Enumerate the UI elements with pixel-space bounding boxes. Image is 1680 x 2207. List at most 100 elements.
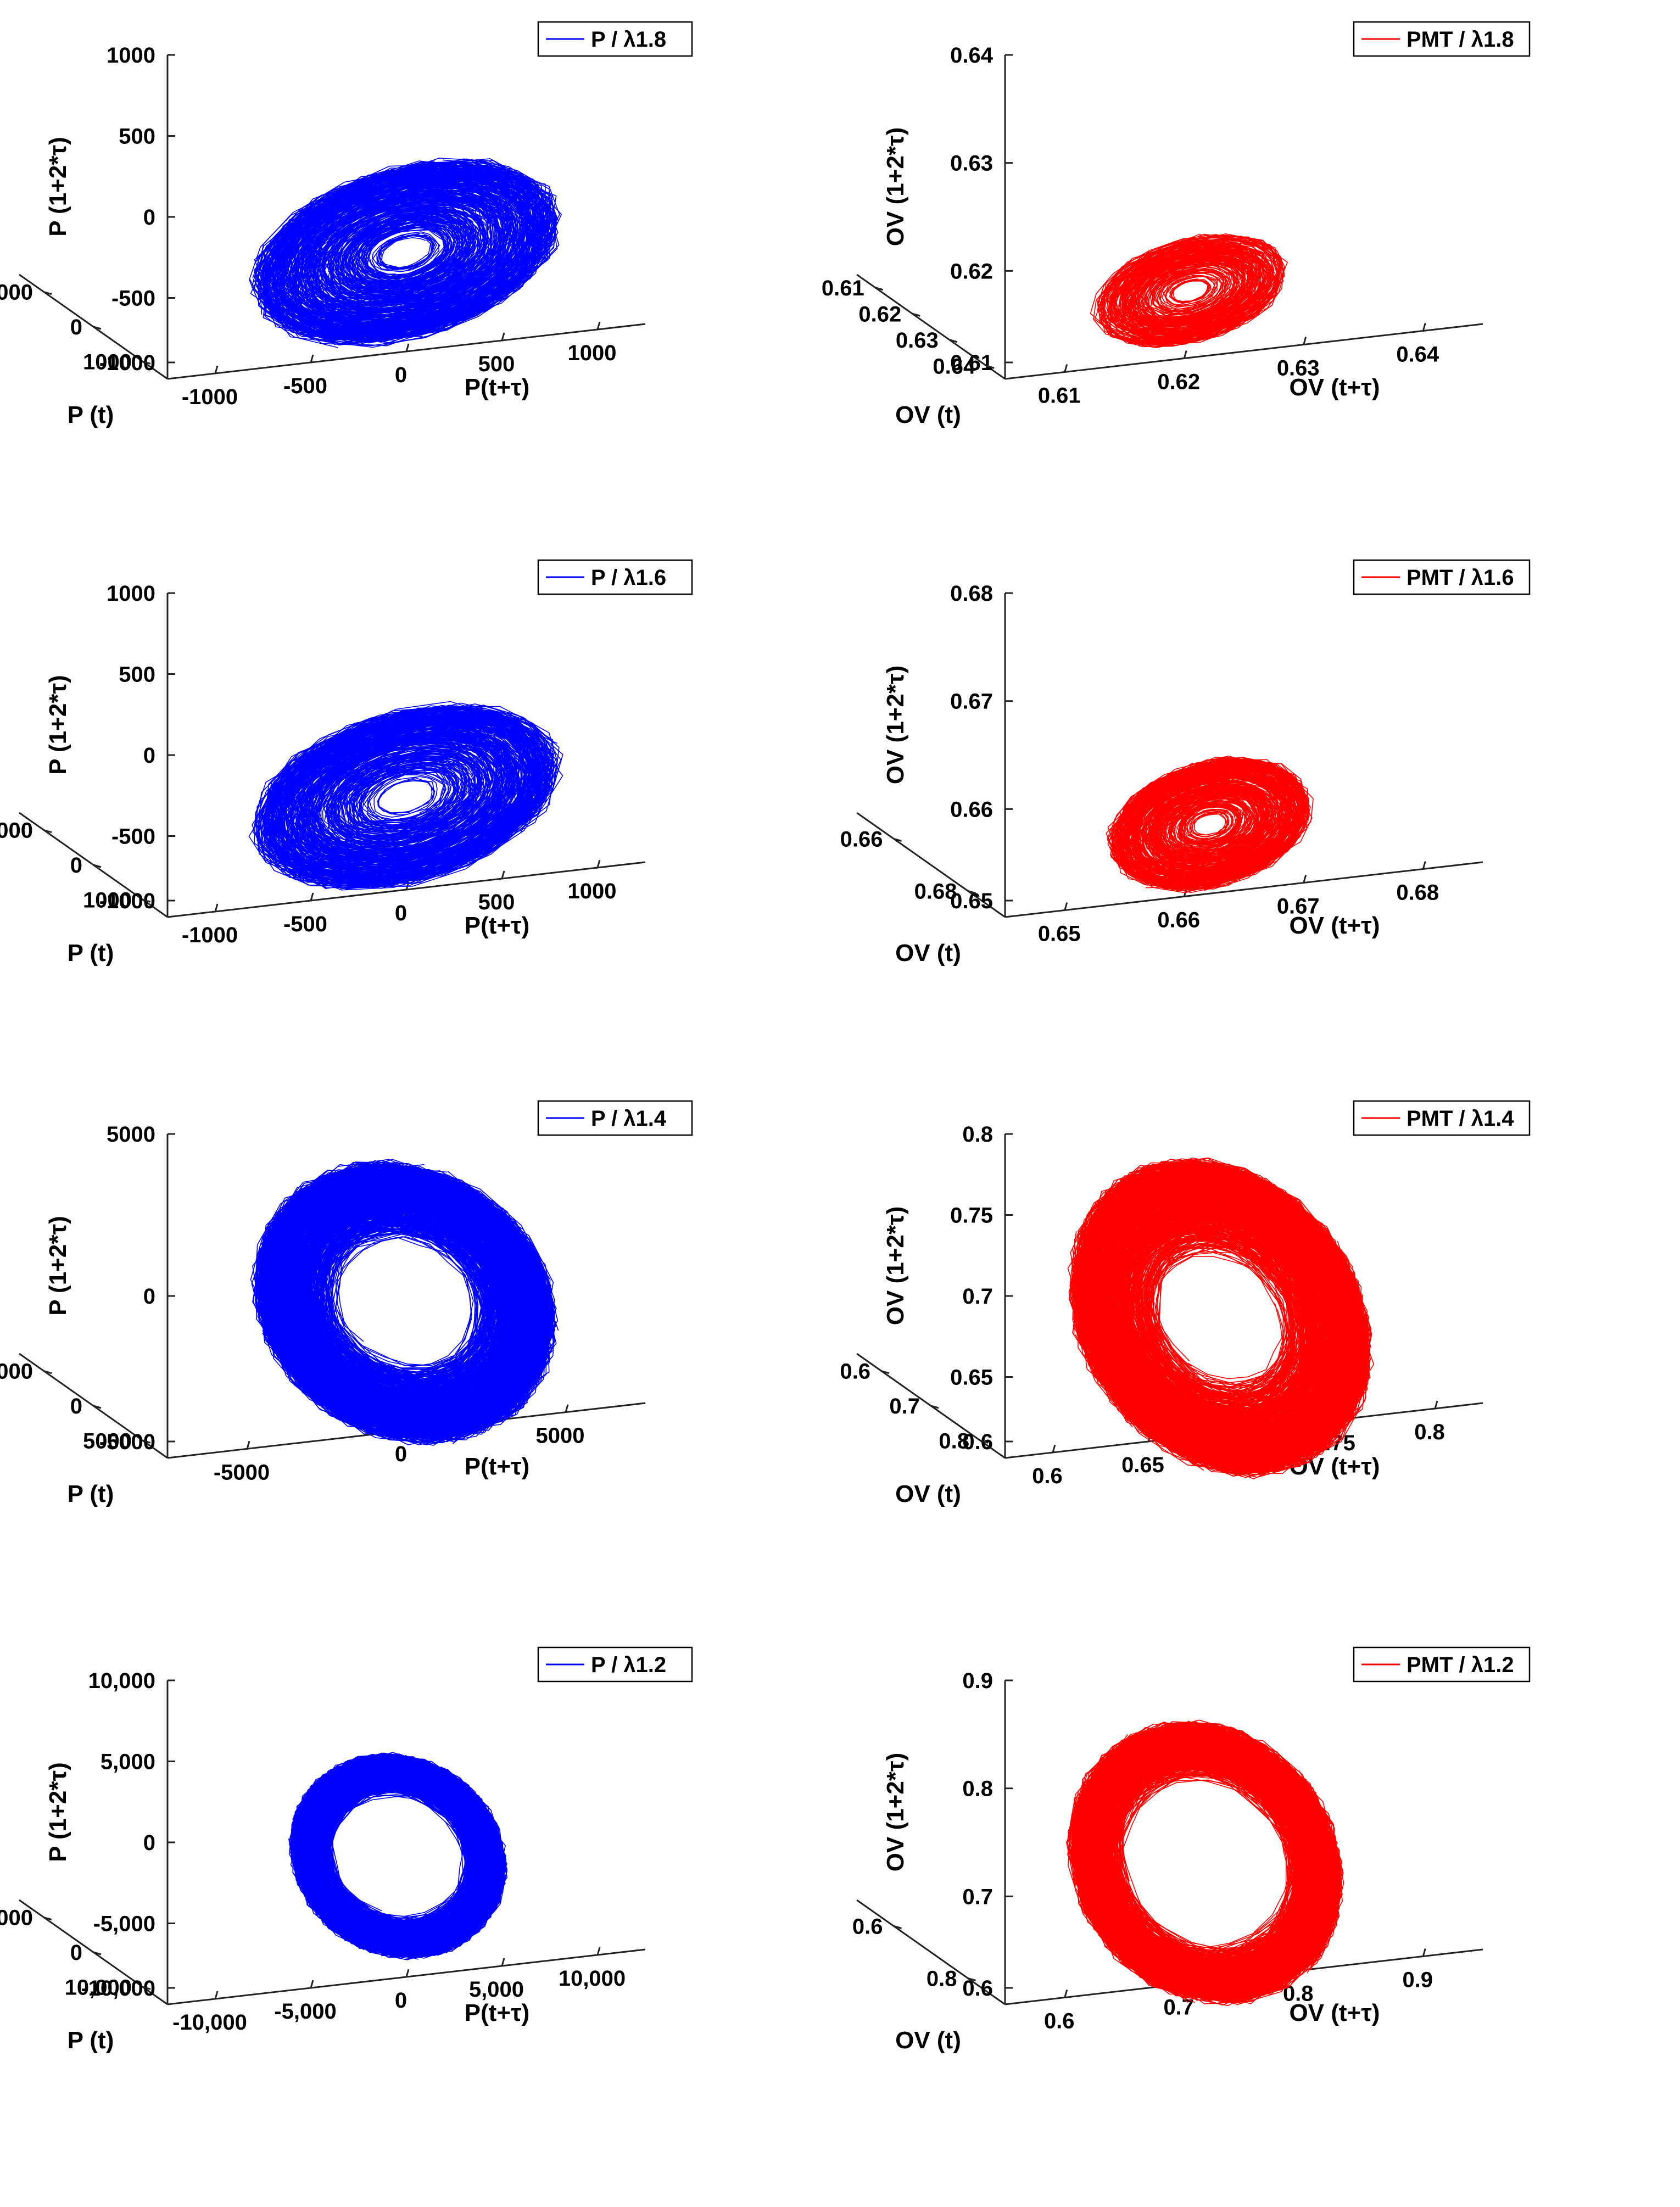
x-tick-label: 0: [395, 1988, 407, 2013]
x-tick-mark: [405, 343, 410, 352]
x-tick-label: 0: [395, 901, 407, 925]
x-tick-label: 1000: [568, 341, 617, 365]
z-tick-label: 0.9: [962, 1669, 993, 1693]
x-tick-label: 0.61: [1038, 384, 1081, 408]
y-axis-label: P (t): [68, 940, 114, 966]
x-tick-label: 0.6: [1032, 1464, 1063, 1488]
legend: PMT / λ1.4: [1353, 1100, 1531, 1136]
z-tick-label: 0.6: [962, 1976, 993, 2001]
x-tick-label: 0.65: [1038, 922, 1081, 946]
x-tick-label: -500: [283, 912, 327, 936]
z-tick-label: -10,000: [81, 1976, 155, 2001]
x-axis-line: [1004, 861, 1483, 918]
x-tick-mark: [1303, 875, 1307, 883]
x-tick-mark: [1422, 323, 1426, 331]
y-tick-mark: [43, 1370, 52, 1375]
x-tick-mark: [1064, 364, 1068, 372]
z-tick-label: 0.63: [950, 152, 993, 176]
y-tick-mark: [875, 287, 884, 291]
y-tick-label: 0: [70, 315, 82, 339]
y-tick-mark: [968, 1977, 976, 1981]
y-tick-mark: [43, 829, 52, 834]
y-tick-label: 5000: [83, 1429, 132, 1453]
z-axis-label: OV (1+2*τ): [882, 1753, 909, 1872]
z-tick-label: 1000: [107, 582, 155, 606]
z-tick-label: 0: [143, 744, 155, 768]
z-tick-label: 0.61: [950, 351, 993, 375]
y-axis-label: P (t): [68, 401, 114, 428]
legend-label: PMT / λ1.4: [1406, 1107, 1514, 1131]
attractor-trajectory: [1106, 755, 1314, 893]
attractor-path: [260, 701, 563, 885]
panel-7: 10,000 5,000 0 -5,000 -10,000 -10,000 -5,000 0 5…: [0, 1646, 693, 2054]
z-tick-label: 0.65: [950, 1366, 993, 1390]
legend-label: P / λ1.4: [591, 1107, 667, 1131]
z-axis-label: P (1+2*τ): [44, 1216, 71, 1315]
y-tick-label: -10,000: [0, 1906, 33, 1930]
x-axis-label: P(t+τ): [465, 374, 530, 401]
y-tick-label: 0.63: [896, 328, 939, 353]
z-axis-label: P (1+2*τ): [44, 1762, 71, 1862]
z-tick-label: 0.75: [950, 1204, 993, 1228]
x-tick-label: -5,000: [274, 1999, 336, 2024]
x-tick-mark: [214, 365, 219, 374]
x-tick-label: -10,000: [172, 2010, 247, 2035]
panel-2: 0.640.630.620.610.610.620.630.640.610.62…: [822, 21, 1531, 428]
z-tick-label: 0: [143, 205, 155, 230]
legend-label: PMT / λ1.6: [1406, 566, 1514, 590]
y-tick-mark: [894, 838, 902, 842]
x-axis-label: OV (t+τ): [1289, 912, 1380, 939]
x-tick-mark: [310, 1980, 314, 1988]
x-tick-mark: [1052, 1444, 1056, 1453]
x-tick-mark: [501, 1958, 505, 1966]
y-axis-line: [856, 812, 1006, 918]
legend-label: P / λ1.2: [591, 1653, 666, 1677]
attractor-path: [1069, 1160, 1366, 1478]
x-tick-mark: [501, 870, 505, 879]
y-axis-label: P (t): [68, 1480, 114, 1507]
attractor-path: [1112, 758, 1314, 891]
attractor-trajectory: [1066, 1719, 1344, 2007]
y-tick-label: 0.64: [933, 354, 976, 378]
x-tick-label: 1000: [568, 879, 617, 903]
legend: P / λ1.4: [537, 1100, 693, 1136]
legend-label: P / λ1.8: [591, 27, 666, 52]
attractor-path: [250, 158, 555, 345]
attractor-path: [1068, 1727, 1338, 1999]
legend-label: P / λ1.6: [591, 566, 666, 590]
x-tick-mark: [1422, 1948, 1426, 1957]
y-tick-mark: [894, 1925, 902, 1929]
y-tick-label: 0.68: [914, 880, 957, 904]
legend: P / λ1.8: [537, 21, 693, 57]
attractor-trajectory: [1090, 233, 1288, 348]
panel-4: 0.68 0.67 0.66 0.65 0.65 0.66 0.67 0.68 0.66 0.68…: [840, 559, 1531, 966]
y-tick-mark: [93, 864, 102, 868]
y-tick-label: 0: [70, 1394, 82, 1418]
y-tick-mark: [968, 890, 976, 894]
x-axis-label: P(t+τ): [465, 1999, 530, 2026]
x-tick-mark: [596, 859, 601, 868]
x-tick-label: 0.6: [1044, 2009, 1075, 2033]
z-tick-label: -500: [111, 825, 155, 849]
x-tick-label: 0: [395, 1442, 407, 1466]
y-tick-mark: [881, 1370, 890, 1375]
z-axis-label: P (1+2*τ): [44, 675, 71, 774]
y-tick-mark: [142, 360, 151, 365]
z-tick-label: -500: [111, 287, 155, 311]
z-tick-label: 0: [143, 1831, 155, 1855]
z-tick-label: 10,000: [88, 1669, 155, 1693]
y-tick-label: 0: [70, 1941, 82, 1965]
legend-label: PMT / λ1.2: [1406, 1653, 1514, 1677]
x-tick-mark: [596, 1947, 601, 1955]
legend: P / λ1.2: [537, 1646, 693, 1683]
x-tick-label: -5000: [214, 1460, 270, 1484]
x-tick-label: 0.7: [1163, 1996, 1194, 2020]
attractor-path: [259, 1161, 556, 1442]
z-tick-label: 0.66: [950, 797, 993, 822]
y-tick-label: 0.62: [858, 302, 901, 326]
y-axis-label: OV (t): [895, 940, 961, 966]
attractor-trajectory: [248, 701, 563, 891]
y-axis-label: OV (t): [895, 401, 961, 428]
